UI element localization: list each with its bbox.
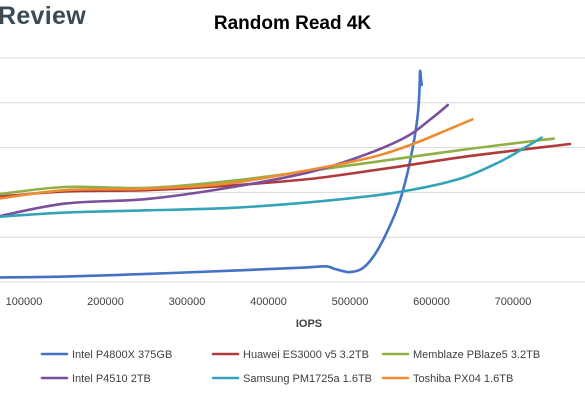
series-line-4 [0,103,450,218]
x-axis-label: IOPS [296,318,322,330]
legend-label: Intel P4510 2TB [72,373,151,385]
legend-label: Toshiba PX04 1.6TB [413,373,513,385]
series-line-6 [0,118,474,200]
series-line-1 [0,69,423,279]
legend: Intel P4800X 375GB Huawei ES3000 v5 3.2TB… [40,349,540,385]
x-tick-label: 200000 [87,296,124,308]
gridlines [0,57,585,283]
series-line-5 [0,136,543,219]
series-line-2 [0,142,572,198]
legend-label: Huawei ES3000 v5 3.2TB [243,349,369,361]
x-tick-label: 100000 [6,296,43,308]
brand-logo-text: Review [0,2,86,30]
x-tick-label: 400000 [250,296,287,308]
x-tick-labels: 100000 200000 300000 400000 500000 600000 7000… [6,296,532,308]
x-tick-label: 300000 [169,296,206,308]
x-tick-label: 500000 [332,296,369,308]
chart-title: Random Read 4K [213,13,372,34]
x-tick-label: 600000 [413,296,450,308]
legend-label: Memblaze PBlaze5 3.2TB [413,349,540,361]
legend-label: Intel P4800X 375GB [72,349,172,361]
series-lines [0,69,572,279]
legend-label: Samsung PM1725a 1.6TB [243,373,372,385]
x-tick-label: 700000 [495,296,532,308]
series-line-3 [0,137,556,196]
